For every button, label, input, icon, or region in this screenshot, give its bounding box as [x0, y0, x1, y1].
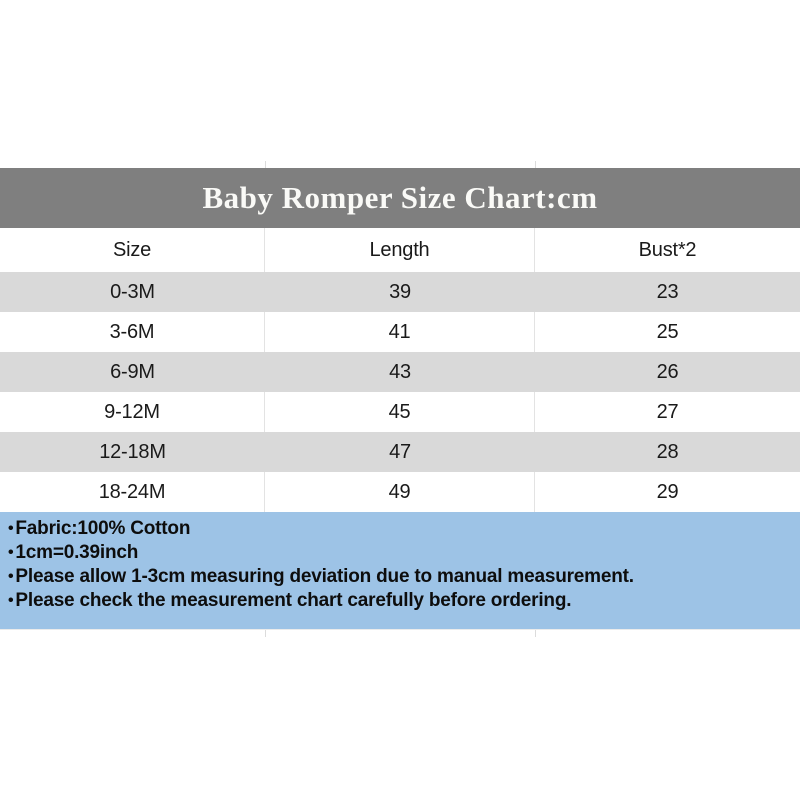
table-row: 0-3M 39 23 — [0, 272, 800, 312]
column-divider-stub — [265, 630, 266, 637]
table-row: 9-12M 45 27 — [0, 392, 800, 432]
column-header-length: Length — [265, 228, 535, 272]
table-row: 18-24M 49 29 — [0, 472, 800, 512]
size-cell: 9-12M — [0, 392, 265, 432]
note-deviation: • Please allow 1-3cm measuring deviation … — [8, 565, 790, 589]
length-cell: 41 — [265, 312, 535, 352]
bust-cell: 26 — [656, 360, 679, 383]
length-cell: 43 — [389, 360, 411, 383]
column-divider-stub — [535, 630, 536, 637]
bust-cell: 28 — [656, 440, 679, 463]
size-cell: 18-24M — [0, 472, 265, 512]
note-text: Please allow 1-3cm measuring deviation d… — [15, 566, 634, 587]
column-header-bust: Bust*2 — [638, 238, 697, 261]
note-unit-conversion: • 1cm=0.39inch — [8, 541, 790, 565]
size-cell: 12-18M — [99, 440, 166, 463]
length-cell: 47 — [389, 440, 411, 463]
bullet-icon: • — [8, 592, 14, 609]
table-header-row: Size Length Bust*2 — [0, 228, 800, 272]
note-check-chart: • Please check the measurement chart care… — [8, 589, 790, 613]
note-text: Please check the measurement chart caref… — [15, 590, 572, 611]
column-header-size: Size — [0, 228, 265, 272]
note-text: Fabric:100% Cotton — [15, 518, 191, 539]
table-body: 0-3M 39 23 3-6M 41 25 6-9M 43 26 9-12M 4… — [0, 272, 800, 512]
chart-title-bar: Baby Romper Size Chart:cm — [0, 168, 800, 228]
notes-panel: • Fabric:100% Cotton • 1cm=0.39inch • Pleas… — [0, 512, 800, 630]
length-cell: 39 — [389, 280, 411, 303]
note-text: 1cm=0.39inch — [15, 542, 139, 563]
note-fabric: • Fabric:100% Cotton — [8, 517, 790, 541]
table-row: 3-6M 41 25 — [0, 312, 800, 352]
bullet-icon: • — [8, 520, 14, 537]
column-divider-stub — [265, 161, 266, 168]
table-row: 6-9M 43 26 — [0, 352, 800, 392]
bust-cell: 25 — [656, 320, 679, 343]
size-cell: 6-9M — [110, 360, 155, 383]
size-table: Size Length Bust*2 0-3M 39 23 3-6M 41 25… — [0, 228, 800, 512]
size-cell: 0-3M — [110, 280, 155, 303]
bust-cell: 29 — [656, 480, 679, 503]
length-cell: 49 — [265, 472, 535, 512]
bullet-icon: • — [8, 568, 14, 585]
bullet-icon: • — [8, 544, 14, 561]
column-divider-stub — [535, 161, 536, 168]
chart-title: Baby Romper Size Chart:cm — [202, 180, 598, 215]
bust-cell: 27 — [656, 400, 679, 423]
bust-cell: 23 — [656, 280, 679, 303]
table-row: 12-18M 47 28 — [0, 432, 800, 472]
length-cell: 45 — [265, 392, 535, 432]
size-cell: 3-6M — [0, 312, 265, 352]
